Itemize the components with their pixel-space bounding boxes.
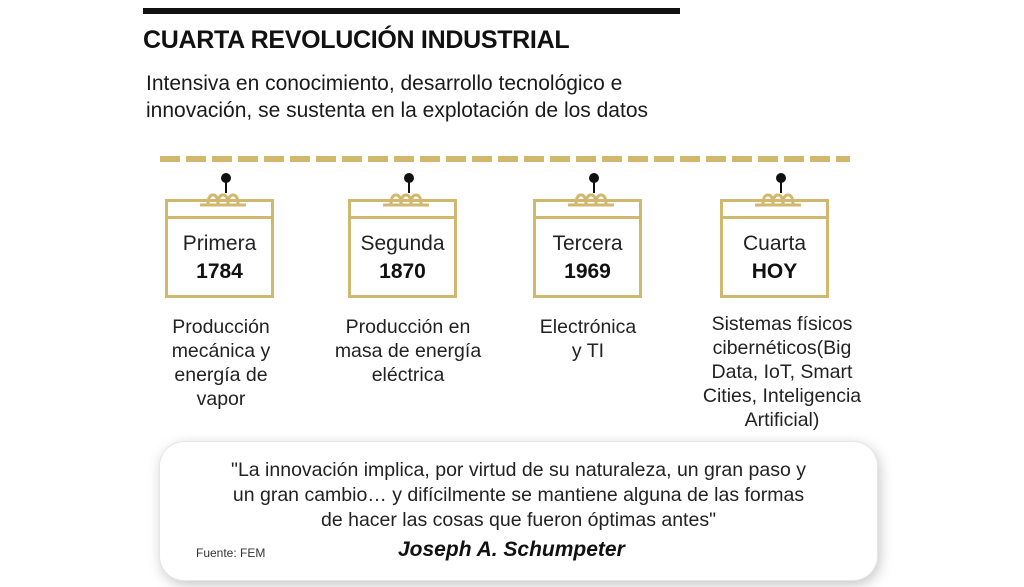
timeline-stem [225,181,227,193]
timeline-dashed-line [160,156,850,162]
timeline-stem [408,181,410,193]
era-year: HOY [751,260,798,283]
description-line: eléctrica [371,364,445,386]
timeline-dot-icon [776,173,786,183]
source-label: Fuente: FEM [196,546,266,560]
calendar-band [536,216,639,219]
era-year: 1870 [379,260,426,283]
calendar-rings-icon [568,193,614,207]
era-year: 1784 [196,260,243,283]
description-line: masa de energía [334,340,482,362]
description-line: vapor [196,388,246,410]
description-line: mecánica y [171,340,271,362]
calendar-band [351,216,454,219]
calendar-icon: Primera 1784 [165,193,274,298]
timeline-dot-icon [221,173,231,183]
era-description: Electrónica y TI [522,315,654,363]
era-ordinal: Cuarta [742,232,807,255]
calendar-rings-icon [200,193,246,207]
era-description: Sistemas físicos cibernéticos(Big Data, … [684,312,880,432]
calendar-icon: Tercera 1969 [533,193,642,298]
description-line: Artificial) [744,409,820,431]
page-subtitle: Intensiva en conocimiento, desarrollo te… [146,70,786,124]
description-line: y TI [571,340,605,362]
timeline-dot-icon [404,173,414,183]
era-ordinal: Segunda [360,232,445,255]
calendar-rings-icon [383,193,429,207]
subtitle-line: innovación, se sustenta en la explotació… [146,99,649,122]
calendar-band [168,216,271,219]
era-description: Producción mecánica y energía de vapor [150,315,292,411]
description-line: Data, IoT, Smart [711,361,853,383]
quote-line: "La innovación implica, por virtud de su… [231,459,806,481]
era-description: Producción en masa de energía eléctrica [322,315,494,387]
description-line: Producción [172,316,270,338]
description-line: Electrónica [539,316,637,338]
quote-line: un gran cambio… y difícilmente se mantie… [232,484,805,506]
timeline-stem [780,181,782,193]
era-ordinal: Tercera [552,232,623,255]
era-ordinal: Primera [182,232,257,255]
quote-card: "La innovación implica, por virtud de su… [160,442,877,580]
quote-author: Joseph A. Schumpeter [398,538,625,561]
calendar-icon: Cuarta HOY [720,193,829,298]
description-line: Cities, Inteligencia [702,385,862,407]
description-line: Sistemas físicos [711,313,853,335]
header-rule [143,8,680,14]
quote-text: "La innovación implica, por virtud de su… [180,458,857,533]
description-line: cibernéticos(Big [712,337,852,359]
era-year: 1969 [564,260,611,283]
calendar-rings-icon [755,193,801,207]
timeline-stem [593,181,595,193]
calendar-band [723,216,826,219]
description-line: energía de [174,364,268,386]
subtitle-line: Intensiva en conocimiento, desarrollo te… [146,72,623,95]
timeline-dot-icon [589,173,599,183]
calendar-icon: Segunda 1870 [348,193,457,298]
quote-line: de hacer las cosas que fueron óptimas an… [321,509,716,531]
description-line: Producción en [345,316,471,338]
page-title: CUARTA REVOLUCIÓN INDUSTRIAL [143,26,570,54]
